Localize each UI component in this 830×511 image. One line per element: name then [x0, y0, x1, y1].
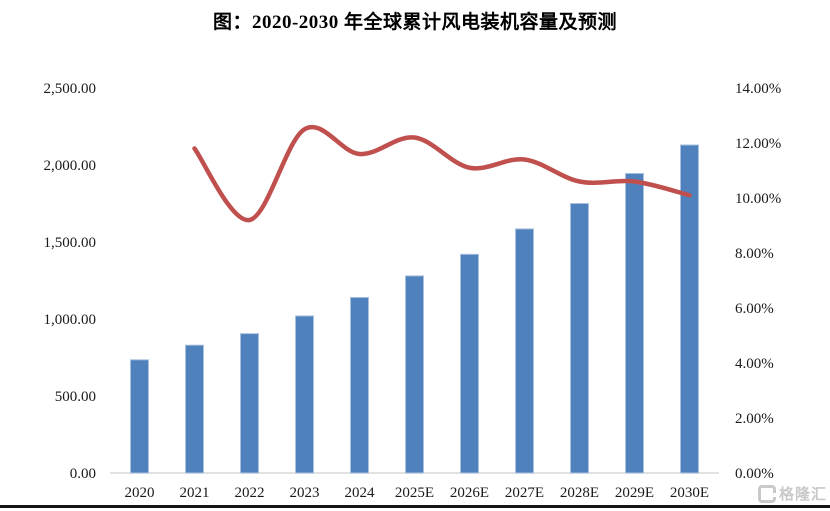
x-axis-label: 2024 [345, 485, 376, 501]
x-axis-label: 2026E [450, 485, 489, 501]
x-axis-label: 2021 [180, 485, 210, 501]
bar-2028E [570, 203, 589, 474]
bar-2023 [295, 315, 314, 474]
left-axis-tick: 1,500.00 [44, 235, 97, 251]
right-axis-tick: 4.00% [735, 356, 774, 372]
x-axis-label: 2027E [505, 485, 544, 501]
x-axis-label: 2029E [615, 485, 654, 501]
bar-2025E [405, 275, 424, 474]
bar-2027E [515, 228, 534, 474]
right-axis-tick: 6.00% [735, 301, 774, 317]
x-axis-label: 2028E [560, 485, 599, 501]
gelonghui-logo-icon [757, 484, 776, 503]
watermark-text: 格隆汇 [778, 486, 827, 503]
x-axis-label: 2023 [290, 485, 320, 501]
x-axis-label: 2030E [670, 485, 709, 501]
left-axis-tick: 0.00 [70, 466, 96, 482]
bar-2029E [625, 172, 644, 474]
left-axis-tick: 1,000.00 [44, 312, 97, 328]
x-axis-label: 2025E [395, 485, 434, 501]
left-axis-tick: 2,500.00 [44, 81, 97, 97]
bottom-border [0, 505, 830, 508]
x-axis-label: 2020 [125, 485, 155, 501]
right-axis-tick: 12.00% [735, 136, 781, 152]
right-axis-tick: 8.00% [735, 246, 774, 262]
bar-2021 [185, 344, 204, 474]
left-axis-tick: 2,000.00 [44, 158, 97, 174]
bar-2020 [130, 359, 149, 474]
bar-2024 [350, 296, 369, 474]
right-axis-tick: 10.00% [735, 191, 781, 207]
chart-title: 图：2020-2030 年全球累计风电装机容量及预测 [212, 12, 618, 33]
bar-2022 [240, 333, 259, 474]
bar-2030E [680, 144, 699, 474]
right-axis-tick: 0.00% [735, 466, 774, 482]
bar-2026E [460, 253, 479, 474]
x-axis-label: 2022 [235, 485, 265, 501]
right-axis-tick: 14.00% [735, 81, 781, 97]
watermark: 格隆汇 [757, 483, 827, 504]
growth-rate-line [192, 124, 692, 223]
left-axis-tick: 500.00 [55, 389, 96, 405]
right-axis-tick: 2.00% [735, 411, 774, 427]
